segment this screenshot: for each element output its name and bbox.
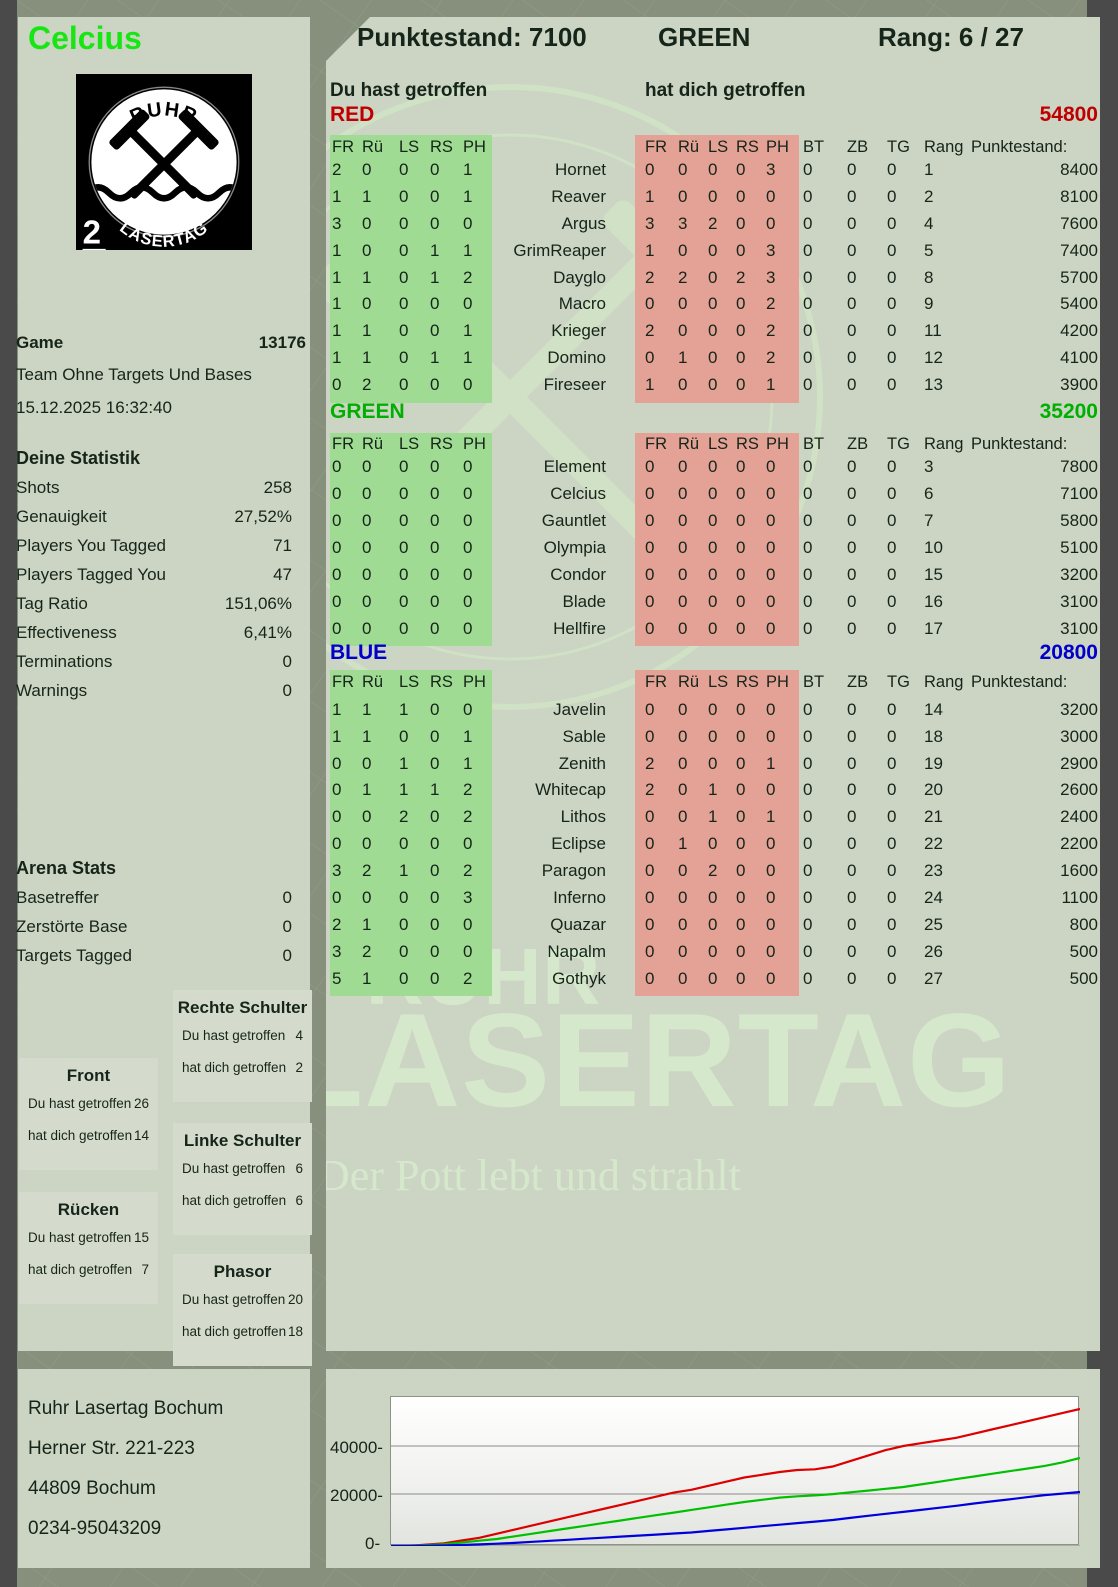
svg-text:2: 2 [83, 213, 101, 250]
